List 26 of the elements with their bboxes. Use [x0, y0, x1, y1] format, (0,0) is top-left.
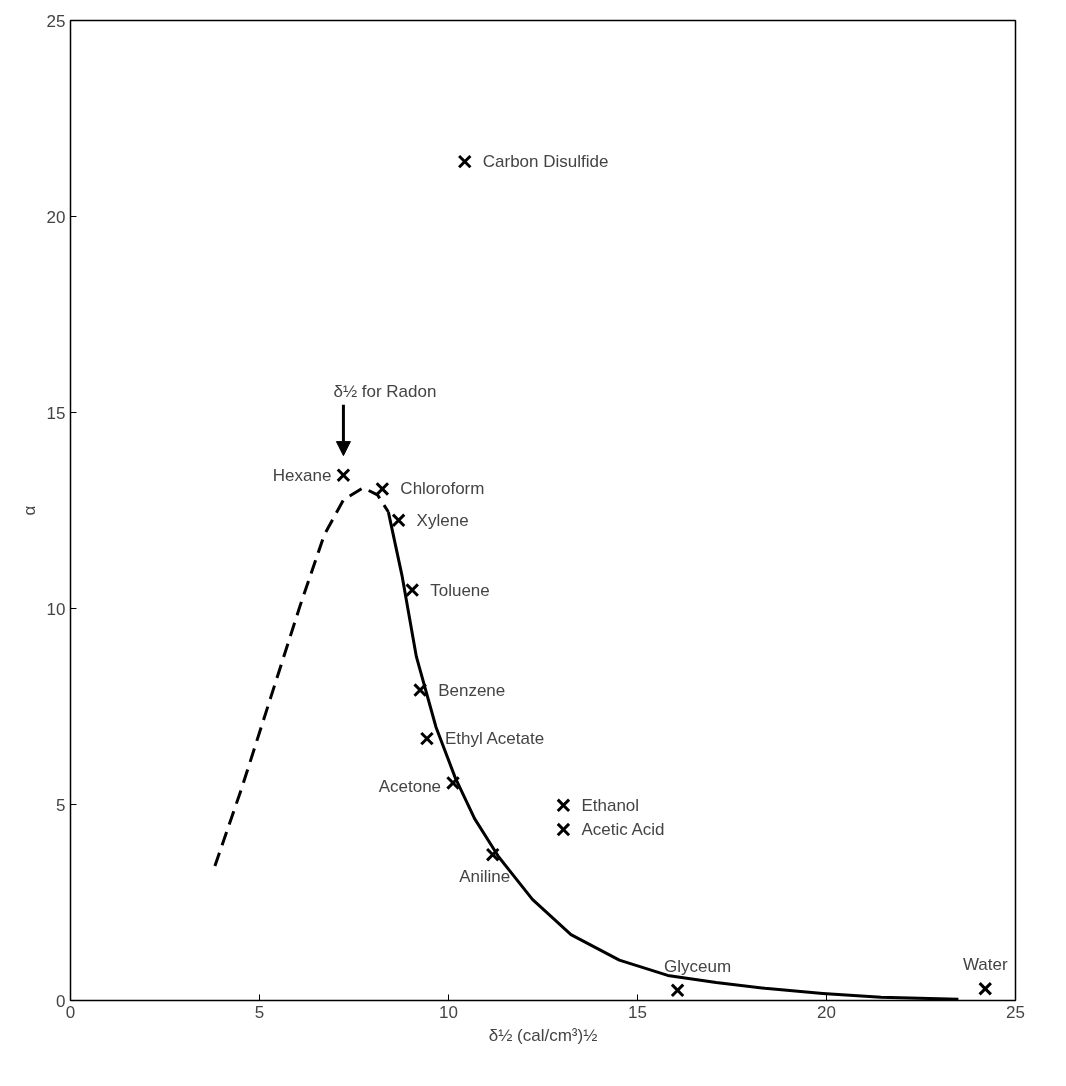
y-tick-label: 10	[46, 599, 66, 619]
x-tick-label: 15	[628, 1002, 647, 1022]
x-tick-label: 10	[439, 1002, 458, 1022]
x-tick-label: 5	[254, 1002, 265, 1022]
annotation: δ½ for Radon	[333, 381, 437, 401]
x-tick-label: 20	[817, 1002, 836, 1022]
annotation: Chloroform	[400, 479, 485, 499]
annotation: Carbon Disulfide	[482, 152, 609, 172]
y-tick-label: 5	[56, 795, 66, 815]
annotation: Benzene	[438, 680, 506, 700]
annotation: Ethyl Acetate	[444, 729, 545, 749]
annotation: Xylene	[416, 510, 469, 530]
annotation: Aniline	[459, 867, 511, 887]
y-axis-title: α	[19, 505, 39, 516]
annotation: Glyceum	[664, 956, 732, 976]
annotation: Acetone	[378, 777, 442, 797]
annotation: Toluene	[430, 580, 490, 600]
annotation: Hexane	[272, 465, 332, 485]
annotation: Ethanol	[581, 795, 640, 815]
y-tick-label: 25	[46, 11, 66, 31]
x-axis-title: δ½ (cal/cm³)½	[488, 1025, 598, 1045]
annotation: Water	[962, 955, 1008, 975]
annotation: Acetic Acid	[581, 820, 665, 840]
y-tick-label: 15	[46, 403, 66, 423]
x-tick-label: 25	[1006, 1002, 1025, 1022]
y-tick-label: 20	[46, 207, 66, 227]
